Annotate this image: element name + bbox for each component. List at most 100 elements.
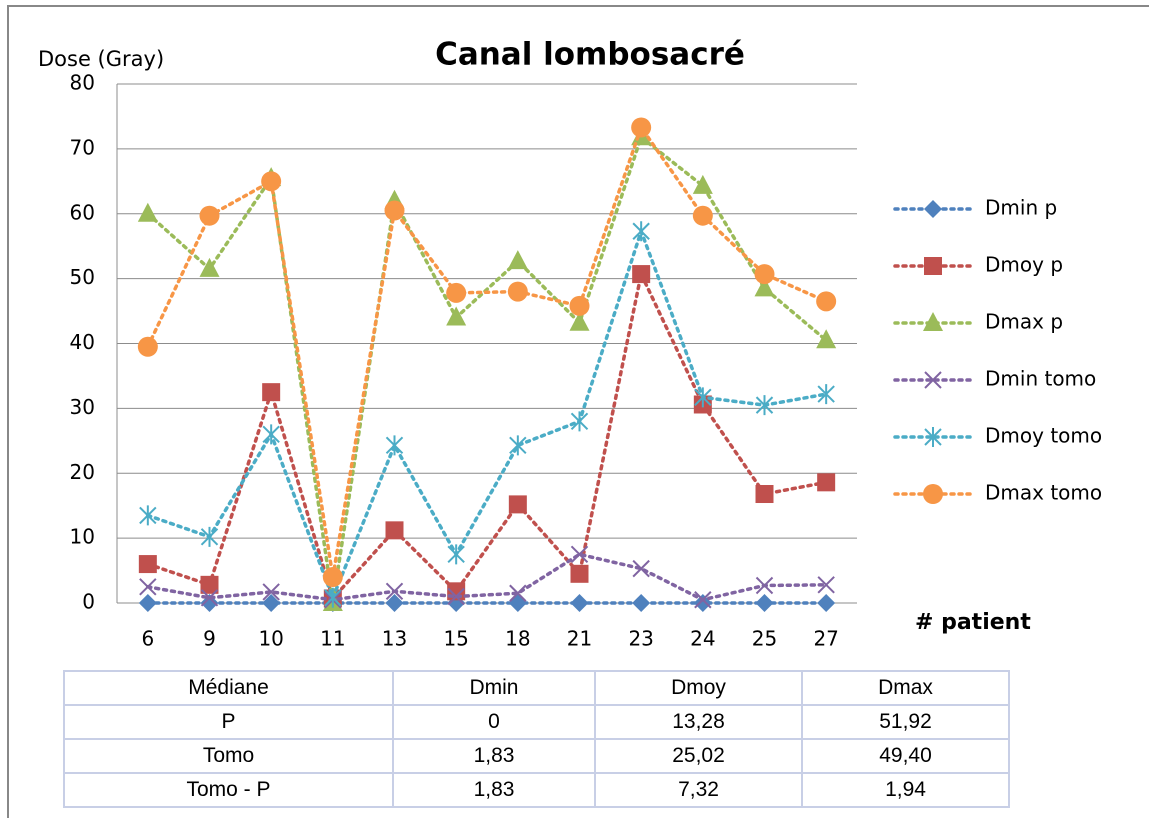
marker <box>632 594 651 612</box>
marker <box>508 594 527 612</box>
marker <box>754 264 775 285</box>
x-tick-label: 15 <box>443 627 468 651</box>
marker <box>817 594 836 612</box>
marker <box>385 435 404 456</box>
marker <box>137 336 158 357</box>
y-tick-label: 70 <box>70 135 95 159</box>
y-tick-label: 20 <box>70 460 95 484</box>
x-tick-label: 9 <box>203 627 216 651</box>
x-tick-label: 27 <box>813 627 838 651</box>
marker <box>569 295 590 316</box>
y-tick-label: 60 <box>70 200 95 224</box>
marker <box>446 306 467 326</box>
table-cell: 1,94 <box>801 772 1010 808</box>
marker <box>322 567 343 588</box>
table-cell: 0 <box>392 704 596 740</box>
marker <box>137 202 158 222</box>
table-row: P 0 13,28 51,92 <box>63 704 1010 740</box>
marker <box>692 174 713 194</box>
marker <box>632 559 650 578</box>
x-tick-label: 10 <box>258 627 283 651</box>
marker <box>570 594 589 612</box>
table-cell: 25,02 <box>594 738 803 774</box>
marker <box>817 473 836 492</box>
marker <box>200 526 219 547</box>
legend-label: Dmoy tomo <box>985 424 1102 448</box>
table-cell: Médiane <box>63 670 394 706</box>
y-tick-label: 80 <box>70 71 95 95</box>
x-tick-label: 24 <box>690 627 715 651</box>
table-cell: Dmin <box>392 670 596 706</box>
marker <box>199 257 220 277</box>
marker <box>385 521 404 540</box>
table-cell: 51,92 <box>801 704 1010 740</box>
marker <box>262 424 280 445</box>
legend-label: Dmax p <box>985 310 1063 334</box>
marker <box>569 311 590 331</box>
marker <box>138 555 157 574</box>
series-line <box>146 134 828 604</box>
marker <box>199 205 220 226</box>
marker <box>384 200 405 221</box>
marker <box>446 282 467 303</box>
marker <box>631 117 652 138</box>
marker <box>262 383 281 402</box>
series-line <box>146 225 828 603</box>
marker <box>200 589 219 607</box>
marker <box>923 484 943 504</box>
marker <box>816 291 837 312</box>
legend-label: Dmoy p <box>985 253 1063 277</box>
marker <box>507 250 528 270</box>
marker <box>262 583 280 601</box>
marker <box>817 384 835 405</box>
legend-label: Dmax tomo <box>985 481 1102 505</box>
x-tick-label: 21 <box>567 627 592 651</box>
marker <box>755 594 774 612</box>
table-cell: Dmax <box>801 670 1010 706</box>
marker <box>923 312 943 331</box>
table-cell: Dmoy <box>594 670 803 706</box>
frame <box>7 5 1149 818</box>
marker <box>694 387 712 408</box>
marker <box>924 257 942 275</box>
table-cell: Tomo - P <box>63 772 394 808</box>
marker <box>262 594 281 612</box>
marker <box>509 435 527 456</box>
table-cell: P <box>63 704 394 740</box>
x-tick-label: 6 <box>141 627 154 651</box>
series-line <box>146 268 828 602</box>
y-tick-label: 0 <box>82 590 95 614</box>
chart-title: Canal lombosacré <box>435 37 745 73</box>
y-axis-label: Dose (Gray) <box>38 47 164 71</box>
legend-label: Dmin p <box>985 196 1057 220</box>
x-tick-label: 11 <box>320 627 345 651</box>
marker <box>261 171 282 192</box>
y-tick-label: 10 <box>70 525 95 549</box>
y-tick-label: 50 <box>70 265 95 289</box>
x-tick-label: 13 <box>382 627 407 651</box>
marker <box>447 544 465 565</box>
x-tick-label: 25 <box>752 627 777 651</box>
marker <box>139 505 157 526</box>
x-tick-label: 23 <box>628 627 653 651</box>
marker <box>632 221 650 242</box>
marker <box>816 329 837 349</box>
marker <box>570 545 589 564</box>
table-cell: 1,83 <box>392 772 596 808</box>
marker <box>692 205 713 226</box>
marker <box>817 576 835 594</box>
marker <box>694 591 712 609</box>
marker <box>755 485 774 504</box>
marker <box>924 371 942 389</box>
y-tick-label: 40 <box>70 330 95 354</box>
table-cell: 49,40 <box>801 738 1010 774</box>
marker <box>385 582 404 601</box>
marker <box>385 594 404 612</box>
series-line <box>146 552 828 602</box>
table-row: Médiane Dmin Dmoy Dmax <box>63 670 1010 706</box>
median-table: Médiane Dmin Dmoy Dmax P 0 13,28 51,92 Tomo 1,83 2… <box>63 670 1010 808</box>
marker <box>447 587 465 606</box>
marker <box>570 411 589 432</box>
